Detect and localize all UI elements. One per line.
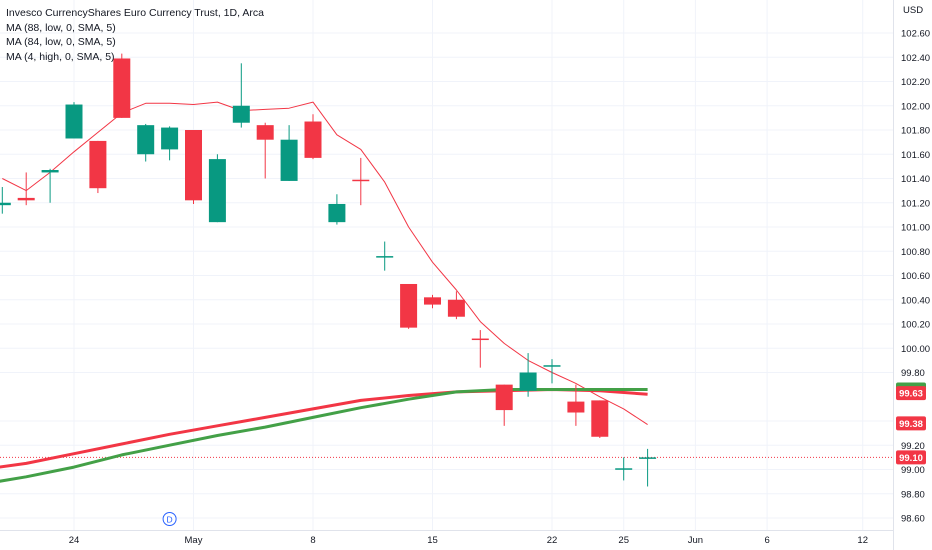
y-tick-label: 101.60 bbox=[901, 150, 930, 161]
y-tick-label: 99.20 bbox=[901, 441, 925, 452]
candle-body bbox=[137, 125, 155, 155]
candle-body bbox=[615, 468, 633, 470]
y-tick-label: 100.60 bbox=[901, 271, 930, 282]
ma-line bbox=[0, 388, 648, 483]
x-tick-label: 8 bbox=[310, 535, 315, 546]
candle-body bbox=[185, 130, 202, 201]
candle-body bbox=[113, 58, 131, 118]
price-tag-label: 99.10 bbox=[899, 453, 923, 464]
candle-body bbox=[41, 170, 59, 173]
candle-body bbox=[256, 125, 274, 140]
legend-ma-4: MA (4, high, 0, SMA, 5) bbox=[6, 50, 115, 63]
y-tick-label: 99.00 bbox=[901, 465, 925, 476]
candle-body bbox=[161, 127, 179, 150]
y-tick-label: 101.40 bbox=[901, 174, 930, 185]
price-tag-label: 99.63 bbox=[899, 389, 923, 400]
y-tick-label: 100.80 bbox=[901, 247, 930, 258]
dividend-marker-icon bbox=[162, 512, 177, 526]
y-tick-label: 100.00 bbox=[901, 344, 930, 355]
legend-title: Invesco CurrencyShares Euro Currency Tru… bbox=[6, 7, 264, 19]
currency-label: USD bbox=[903, 5, 923, 16]
candle-body bbox=[400, 283, 418, 328]
candle-body bbox=[328, 203, 346, 223]
x-tick-label: 15 bbox=[427, 535, 438, 546]
y-tick-label: 100.20 bbox=[901, 320, 930, 331]
candle-body bbox=[280, 139, 298, 181]
y-tick-label: 98.80 bbox=[901, 489, 925, 500]
y-tick-label: 101.20 bbox=[901, 198, 930, 209]
legend-ma-88: MA (88, low, 0, SMA, 5) bbox=[6, 21, 116, 34]
x-tick-label: 12 bbox=[857, 535, 868, 546]
candle-body bbox=[376, 256, 394, 258]
x-tick-label: 24 bbox=[69, 535, 80, 546]
candle-body bbox=[352, 179, 370, 182]
y-tick-label: 102.00 bbox=[901, 101, 930, 112]
chart-legend: Invesco CurrencyShares Euro Currency Tru… bbox=[6, 6, 264, 64]
candle-body bbox=[17, 197, 35, 201]
y-tick-label: 101.80 bbox=[901, 126, 930, 137]
candle-body bbox=[65, 104, 83, 139]
x-tick-label: 25 bbox=[618, 535, 629, 546]
candle-body bbox=[424, 297, 441, 305]
candle-body bbox=[519, 372, 537, 391]
ma-line bbox=[0, 388, 648, 469]
y-tick-label: 102.60 bbox=[901, 29, 930, 40]
legend-ma-84: MA (84, low, 0, SMA, 5) bbox=[6, 36, 116, 48]
candle-body bbox=[89, 140, 107, 189]
candle-body bbox=[208, 159, 226, 223]
candle-body bbox=[304, 121, 322, 158]
price-tag-label: 99.38 bbox=[899, 419, 923, 430]
candle-body bbox=[471, 338, 489, 341]
candle-body bbox=[495, 384, 513, 411]
y-tick-label: 100.40 bbox=[901, 295, 930, 306]
x-tick-label: May bbox=[185, 535, 203, 546]
candle-body bbox=[639, 457, 657, 459]
candle-body bbox=[232, 105, 250, 123]
x-tick-label: Jun bbox=[688, 535, 703, 546]
candle-body bbox=[591, 400, 609, 437]
y-tick-label: 101.00 bbox=[901, 223, 930, 234]
candle-body bbox=[0, 202, 11, 206]
price-tag bbox=[896, 416, 926, 431]
y-tick-label: 98.60 bbox=[901, 514, 925, 525]
price-tag bbox=[896, 450, 926, 465]
ma-line bbox=[2, 101, 648, 426]
y-tick-label: 102.40 bbox=[901, 53, 930, 64]
x-tick-label: 22 bbox=[547, 535, 558, 546]
y-tick-label: 99.80 bbox=[901, 368, 925, 379]
price-tag bbox=[896, 386, 926, 401]
candle-body bbox=[447, 299, 465, 317]
dividend-marker-label: D bbox=[167, 514, 173, 524]
candle-body bbox=[543, 365, 561, 367]
x-tick-label: 6 bbox=[764, 535, 769, 546]
y-tick-label: 102.20 bbox=[901, 77, 930, 88]
candle-body bbox=[567, 401, 585, 413]
